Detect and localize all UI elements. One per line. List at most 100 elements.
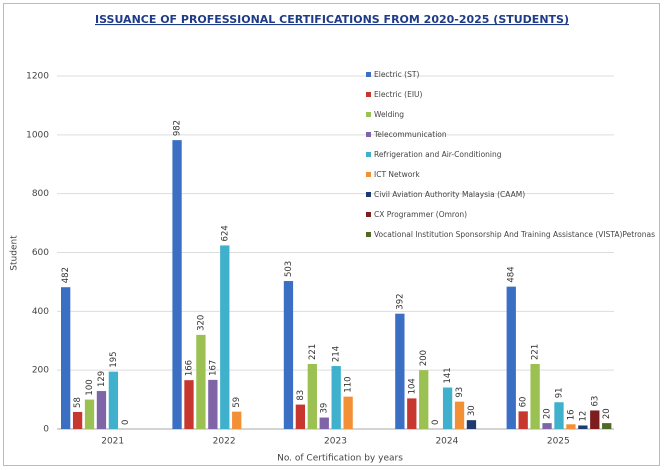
data-label: 83 [296, 390, 306, 401]
bar [554, 402, 564, 429]
bar [208, 379, 218, 429]
data-label: 484 [507, 266, 517, 282]
bar [108, 371, 119, 429]
legend-swatch [366, 72, 371, 77]
legend-swatch [366, 172, 371, 177]
data-label: 20 [602, 408, 612, 419]
legend-swatch [366, 132, 371, 137]
data-label: 167 [208, 360, 218, 376]
y-tick-label: 200 [32, 366, 49, 376]
data-label: 503 [284, 261, 294, 277]
data-label: 195 [109, 351, 119, 367]
legend-swatch [366, 152, 371, 157]
bar [283, 281, 294, 429]
data-label: 0 [431, 420, 441, 425]
bar [84, 399, 95, 429]
data-label: 482 [61, 267, 71, 283]
bar [466, 420, 477, 429]
data-label: 0 [121, 420, 131, 425]
data-label: 16 [566, 409, 576, 420]
data-label: 60 [519, 397, 529, 408]
bar [343, 396, 353, 429]
bar [454, 401, 465, 429]
bar [419, 370, 429, 429]
chart-title: ISSUANCE OF PROFESSIONAL CERTIFICATIONS … [95, 13, 569, 26]
bar [220, 245, 230, 429]
bar [530, 363, 540, 429]
legend-swatch [366, 212, 371, 217]
data-label: 39 [320, 403, 330, 414]
y-tick-label: 800 [32, 189, 49, 199]
data-label: 129 [97, 371, 107, 387]
bar [407, 398, 417, 429]
legend-label: Electric (ST) [374, 70, 419, 79]
data-label: 141 [443, 367, 453, 383]
bar [578, 425, 588, 429]
bar [590, 410, 600, 429]
data-label: 320 [196, 315, 206, 331]
data-label: 12 [578, 411, 588, 422]
bar [61, 287, 71, 429]
y-tick-label: 1000 [26, 130, 49, 140]
data-label: 392 [395, 293, 405, 309]
bar [331, 366, 341, 429]
legend-label: Civil Aviation Authority Malaysia (CAAM) [374, 190, 525, 199]
bar [518, 411, 528, 429]
legend-label: Electric (EIU) [374, 90, 423, 99]
bar [566, 424, 576, 429]
data-label: 91 [554, 387, 564, 398]
legend-swatch [366, 232, 371, 237]
data-label: 982 [173, 120, 183, 136]
bar [506, 286, 516, 429]
legend-label: Welding [374, 110, 404, 119]
bar [72, 411, 83, 429]
x-tick-label: 2021 [101, 437, 124, 447]
x-tick-label: 2024 [435, 437, 458, 447]
bar [295, 404, 306, 429]
data-label: 100 [85, 379, 95, 395]
bar [232, 411, 242, 429]
data-label: 30 [467, 405, 477, 416]
bar [602, 423, 612, 429]
data-label: 624 [220, 225, 230, 241]
data-label: 214 [332, 346, 342, 362]
bar [442, 387, 453, 429]
legend-label: CX Programmer (Omron) [374, 210, 467, 219]
y-tick-label: 1200 [26, 72, 49, 82]
legend-swatch [366, 192, 371, 197]
x-tick-label: 2022 [213, 437, 236, 447]
y-tick-label: 0 [43, 425, 49, 435]
bar [319, 417, 329, 429]
data-label: 58 [73, 397, 83, 408]
bar [96, 391, 107, 429]
bar [184, 380, 194, 429]
x-axis-title: No. of Certification by years [277, 454, 403, 464]
data-label: 93 [455, 387, 465, 398]
data-label: 59 [232, 397, 242, 408]
bar [172, 140, 182, 429]
legend-swatch [366, 92, 371, 97]
bar [542, 423, 552, 429]
data-label: 221 [308, 344, 318, 360]
data-label: 63 [590, 396, 600, 407]
bar [395, 313, 405, 429]
bar [307, 363, 317, 429]
data-label: 166 [184, 360, 194, 376]
bar [196, 334, 206, 429]
legend-label: Telecommunication [373, 130, 447, 139]
legend-label: ICT Network [374, 170, 420, 179]
y-axis-title: Student [10, 235, 20, 271]
data-label: 110 [344, 376, 354, 392]
y-tick-label: 400 [32, 307, 49, 317]
data-label: 200 [419, 350, 429, 366]
legend-swatch [366, 112, 371, 117]
data-label: 20 [543, 408, 553, 419]
x-tick-label: 2025 [547, 437, 570, 447]
legend-label: Refrigeration and Air-Conditioning [374, 150, 502, 159]
legend-label: Vocational Institution Sponsorship And T… [374, 230, 655, 239]
x-tick-label: 2023 [324, 437, 347, 447]
data-label: 221 [531, 344, 541, 360]
y-tick-label: 600 [32, 248, 49, 258]
